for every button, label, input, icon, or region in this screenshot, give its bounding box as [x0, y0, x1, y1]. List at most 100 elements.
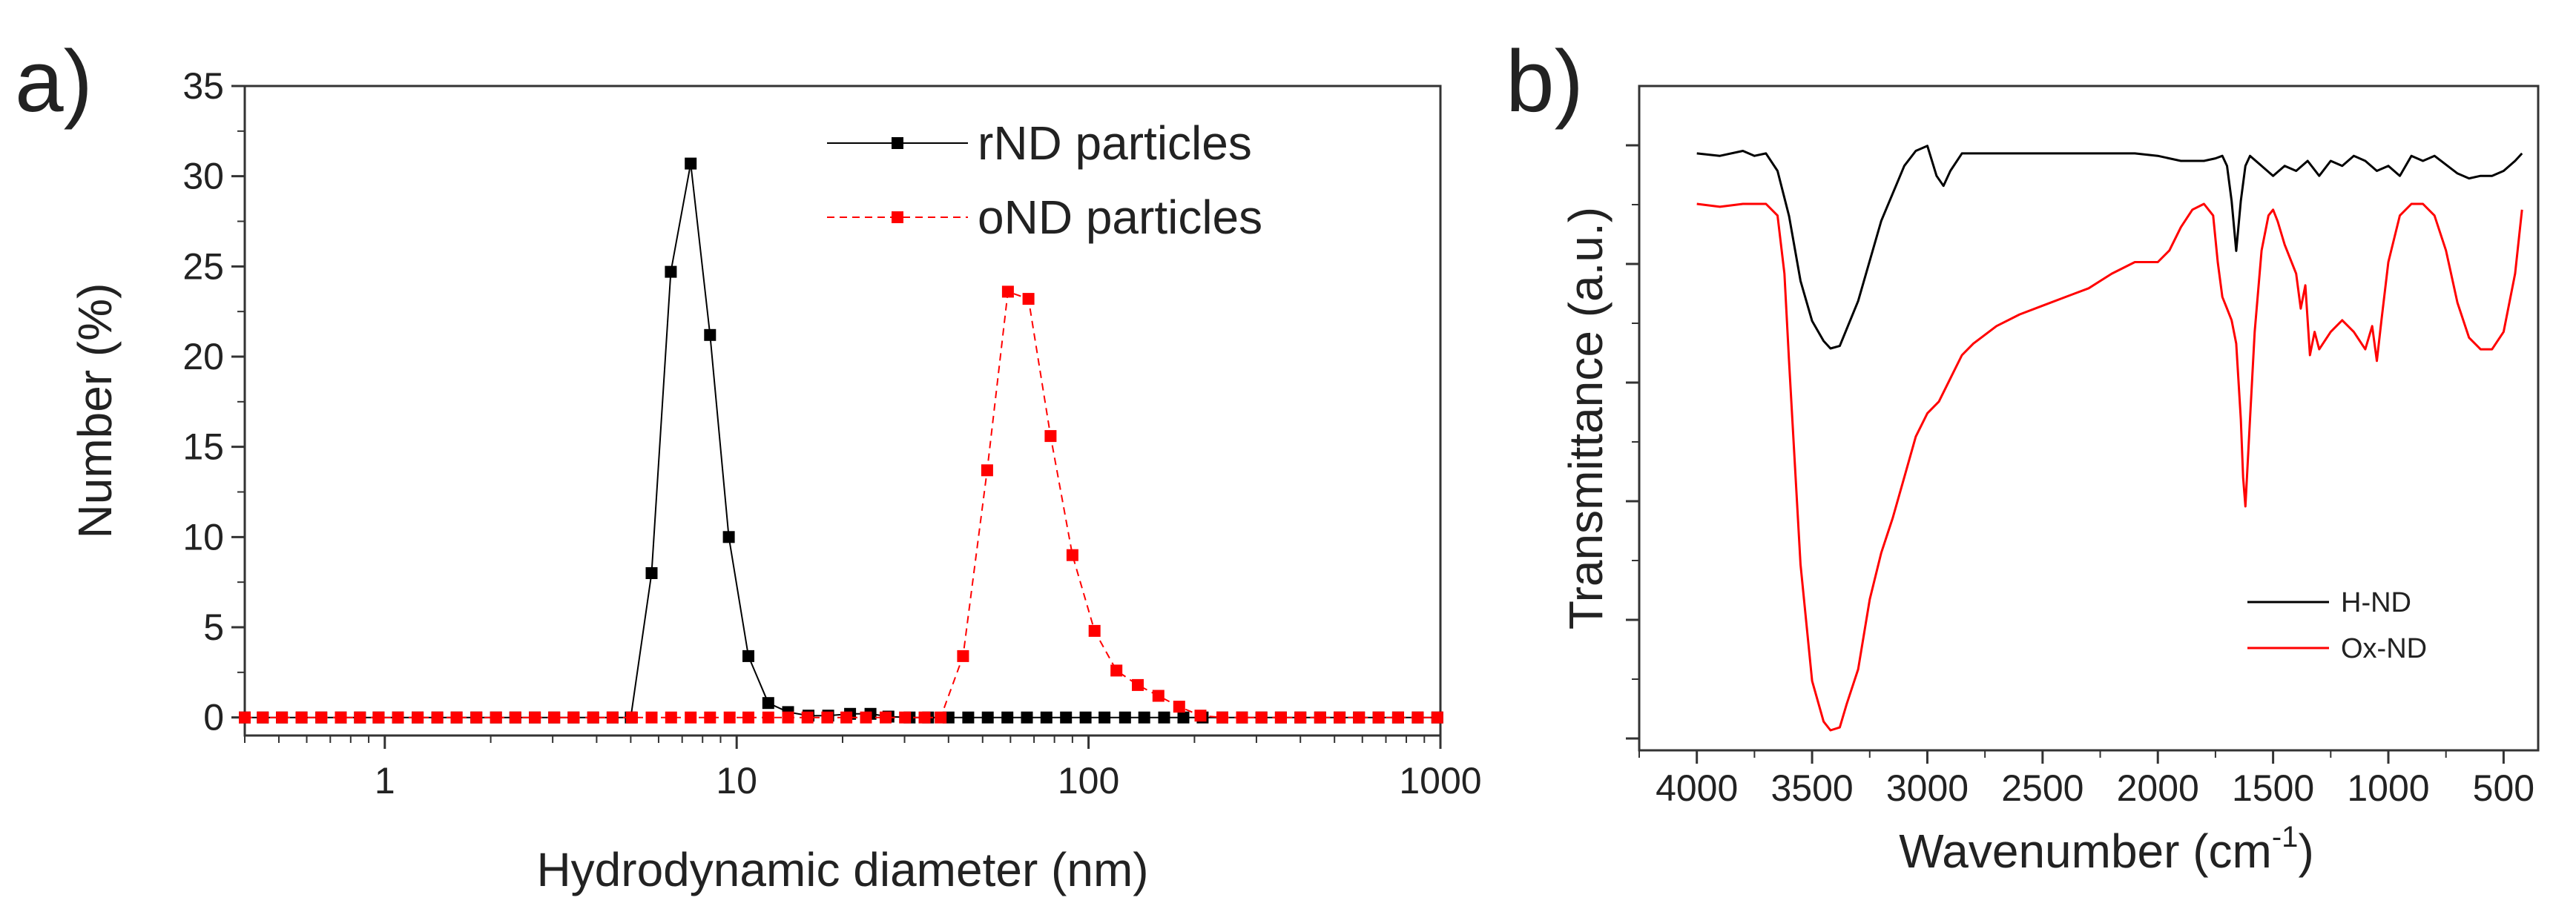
a-data-point-1 [1001, 285, 1014, 298]
a-data-point-0 [1060, 711, 1073, 724]
a-y-tick-label: 35 [182, 65, 224, 107]
a-data-point-1 [981, 464, 993, 477]
a-data-point-1 [335, 711, 347, 724]
a-data-point-1 [1088, 624, 1101, 637]
panel-b-axis-ticks: 4000 3500 3000 2500 2000 1500 1000 500 [1626, 144, 2534, 809]
a-data-point-1 [880, 711, 892, 724]
a-data-point-1 [723, 711, 736, 724]
a-data-point-0 [962, 711, 975, 724]
a-data-point-1 [509, 711, 521, 724]
a-data-point-0 [1098, 711, 1111, 724]
a-data-point-1 [685, 711, 697, 724]
a-data-point-0 [665, 265, 677, 278]
a-series-line-0 [245, 163, 1437, 718]
a-data-point-1 [354, 711, 366, 724]
panel-b-x-axis-title: Wavenumber (cm-1) [1899, 821, 2314, 878]
a-data-point-0 [742, 649, 754, 662]
a-data-point-1 [1066, 549, 1078, 561]
panel-a: a) 1 10 100 1000 0 5 10 15 20 25 30 35 Hydrodynamic… [15, 33, 1482, 896]
a-data-point-1 [412, 711, 424, 724]
a-data-point-1 [899, 711, 912, 724]
a-data-point-0 [1138, 711, 1150, 724]
a-data-point-0 [1177, 711, 1190, 724]
a-y-tick-label: 30 [182, 156, 224, 197]
panel-b-x-axis-title-suffix: ) [2298, 824, 2313, 878]
a-data-point-1 [1411, 711, 1424, 724]
a-y-tick-label: 20 [182, 336, 224, 377]
a-data-point-1 [1334, 711, 1346, 724]
a-data-point-0 [1021, 711, 1033, 724]
b-series-line-1 [1696, 202, 2523, 732]
a-x-tick-label: 1000 [1399, 760, 1481, 801]
a-data-point-1 [704, 711, 717, 724]
a-data-point-0 [685, 157, 697, 170]
a-data-point-0 [1001, 711, 1014, 724]
a-data-point-1 [1255, 711, 1268, 724]
panel-a-axis-ticks: 1 10 100 1000 0 5 10 15 20 25 30 35 [182, 65, 1481, 801]
a-data-point-0 [981, 711, 994, 724]
a-data-point-1 [1132, 678, 1144, 691]
a-data-point-1 [257, 711, 269, 724]
a-data-point-1 [529, 711, 541, 724]
a-data-point-1 [742, 711, 754, 724]
a-data-point-1 [1216, 711, 1228, 724]
legend-label-hnd: H-ND [2341, 587, 2411, 618]
panel-b-x-axis-title-main: Wavenumber (cm [1899, 824, 2272, 878]
b-x-tick-label: 4000 [1656, 767, 1738, 809]
panel-a-x-axis-title: Hydrodynamic diameter (nm) [536, 843, 1148, 896]
panel-a-label: a) [15, 33, 93, 130]
a-data-point-1 [1274, 711, 1287, 724]
a-data-point-0 [722, 531, 735, 543]
a-data-point-1 [276, 711, 289, 724]
a-data-point-1 [1353, 711, 1366, 724]
a-data-point-1 [860, 711, 872, 724]
panel-b-series-group [1696, 145, 2523, 732]
a-data-point-1 [1173, 701, 1185, 713]
legend-label-ond: oND particles [978, 191, 1262, 244]
a-data-point-1 [1194, 710, 1207, 722]
a-data-point-1 [821, 711, 834, 724]
a-data-point-1 [1391, 711, 1404, 724]
b-x-tick-label: 500 [2473, 767, 2534, 809]
b-x-tick-label: 1500 [2232, 767, 2314, 809]
a-data-point-1 [548, 711, 561, 724]
a-data-point-1 [957, 649, 969, 662]
a-x-tick-label: 10 [716, 760, 757, 801]
a-y-tick-label: 5 [203, 606, 224, 648]
panel-b-x-axis-title-sup: -1 [2272, 821, 2299, 853]
a-data-point-0 [1119, 711, 1131, 724]
b-x-tick-label: 3000 [1886, 767, 1969, 809]
a-data-point-0 [1158, 711, 1170, 724]
a-data-point-1 [392, 711, 404, 724]
panel-a-legend: rND particles oND particles [827, 116, 1262, 244]
a-data-point-1 [645, 711, 658, 724]
b-x-tick-label: 3500 [1770, 767, 1853, 809]
b-x-tick-label: 2500 [2001, 767, 2083, 809]
a-data-point-1 [762, 711, 774, 724]
a-data-point-1 [1236, 711, 1248, 724]
a-x-tick-label: 1 [375, 760, 395, 801]
panel-a-series-group [239, 157, 1443, 724]
a-data-point-1 [567, 711, 580, 724]
a-data-point-1 [626, 711, 638, 724]
panel-b: b) 4000 3500 3000 2500 2000 1500 1000 500 Waven… [1506, 33, 2540, 878]
panel-b-label: b) [1506, 33, 1584, 130]
b-x-tick-label: 2000 [2117, 767, 2199, 809]
a-y-tick-label: 0 [203, 697, 224, 738]
a-data-point-1 [1152, 690, 1165, 702]
legend-label-rnd: rND particles [978, 116, 1252, 170]
a-data-point-1 [587, 711, 599, 724]
a-data-point-0 [1079, 711, 1092, 724]
b-series-line-0 [1696, 145, 2523, 350]
a-data-point-0 [762, 697, 774, 710]
a-data-point-1 [782, 711, 794, 724]
a-data-point-0 [704, 328, 717, 341]
a-y-tick-label: 10 [182, 516, 224, 558]
a-data-point-1 [239, 711, 251, 724]
a-data-point-1 [490, 711, 502, 724]
a-y-tick-label: 15 [182, 426, 224, 468]
a-x-tick-label: 100 [1058, 760, 1119, 801]
legend-label-oxnd: Ox-ND [2341, 633, 2427, 664]
panel-b-legend: H-ND Ox-ND [2247, 587, 2427, 664]
